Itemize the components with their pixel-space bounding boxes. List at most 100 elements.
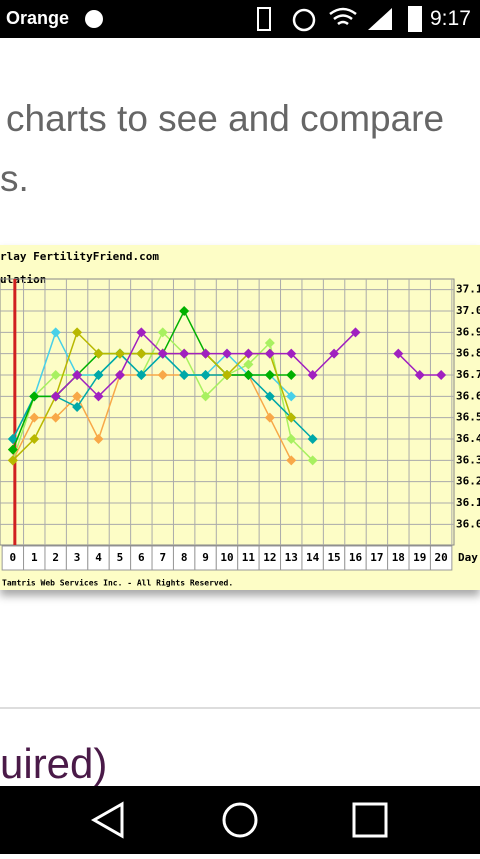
y-tick-label: 36.6 [456, 389, 480, 402]
data-point [243, 359, 254, 370]
data-point [7, 444, 18, 455]
x-tick-label: 18 [392, 551, 405, 564]
data-point [50, 412, 61, 423]
data-point [157, 327, 168, 338]
data-point [157, 348, 168, 359]
y-tick-label: 36.1 [456, 496, 480, 509]
x-tick-label: 16 [349, 551, 363, 564]
data-point [72, 370, 83, 380]
data-point [114, 370, 125, 380]
home-button[interactable] [222, 802, 258, 838]
x-tick-label: 19 [413, 551, 426, 564]
data-point [286, 348, 297, 359]
data-point [50, 370, 61, 380]
article-text: s. [0, 158, 29, 199]
data-point [222, 348, 232, 359]
data-point [179, 348, 190, 359]
data-point [72, 402, 83, 412]
x-tick-label: 4 [95, 551, 102, 564]
data-point [179, 306, 190, 316]
x-tick-label: 1 [31, 551, 38, 564]
wifi-icon [329, 7, 357, 26]
y-tick-label: 36.0 [456, 517, 480, 530]
divider [0, 707, 480, 709]
data-point [307, 434, 318, 444]
data-point [264, 338, 275, 348]
data-point [286, 412, 297, 423]
data-point [243, 370, 254, 380]
x-tick-label: 8 [181, 551, 188, 564]
y-tick-label: 36.9 [456, 325, 480, 338]
x-tick-label: 2 [52, 551, 59, 564]
data-point [29, 434, 40, 444]
data-point [222, 370, 232, 380]
status-bar: Orange 9:17 [0, 0, 480, 38]
data-point [200, 391, 211, 402]
x-tick-label: 7 [159, 551, 166, 564]
series-line [12, 330, 292, 461]
x-tick-label: 17 [370, 551, 383, 564]
y-tick-label: 37.0 [456, 304, 480, 317]
data-point [414, 370, 425, 380]
chart-footer: Tamtris Web Services Inc. - All Rights R… [2, 578, 233, 588]
x-tick-label: 12 [263, 551, 276, 564]
y-tick-label: 37.1 [456, 283, 480, 296]
data-point [136, 327, 147, 338]
chart: rlay FertilityFriend.com ulation Day Tam… [0, 245, 480, 590]
x-tick-label: 0 [10, 551, 17, 564]
data-point [286, 391, 297, 402]
x-axis-label: Day [458, 551, 478, 564]
data-point [264, 412, 275, 423]
x-tick-label: 3 [74, 551, 81, 564]
status-icons [85, 6, 422, 32]
chart-image: rlay FertilityFriend.com ulation Day Tam… [0, 245, 480, 590]
data-point [72, 391, 83, 402]
x-tick-label: 14 [306, 551, 320, 564]
data-point [329, 348, 340, 359]
x-tick-label: 5 [117, 551, 124, 564]
data-point [136, 370, 147, 380]
x-tick-label: 20 [435, 551, 448, 564]
x-tick-label: 13 [285, 551, 298, 564]
data-point [29, 412, 40, 423]
signal-icon [368, 8, 392, 30]
data-point [264, 370, 275, 380]
y-tick-label: 36.4 [456, 432, 480, 445]
app-icon [85, 10, 103, 28]
data-point [93, 434, 104, 444]
nav-icons [90, 801, 388, 839]
data-point [286, 455, 297, 466]
article-text: charts to see and compare [6, 98, 445, 139]
data-point [93, 348, 104, 359]
x-tick-label: 15 [327, 551, 340, 564]
data-point [136, 348, 147, 359]
back-button[interactable] [90, 801, 124, 839]
data-point [350, 327, 361, 338]
data-point [200, 348, 211, 359]
data-point [179, 370, 190, 380]
data-point [264, 391, 275, 402]
data-point [200, 370, 211, 380]
data-point [50, 327, 61, 338]
day-cell [429, 545, 453, 571]
data-point [93, 370, 104, 380]
x-tick-label: 9 [202, 551, 209, 564]
data-point [29, 391, 40, 402]
recents-button[interactable] [352, 802, 388, 838]
clock: 9:17 [430, 7, 471, 30]
alarm-icon [292, 8, 316, 32]
y-tick-label: 36.2 [456, 475, 480, 488]
y-tick-label: 36.7 [456, 368, 480, 381]
carrier: Orange [6, 8, 70, 28]
data-point [307, 370, 318, 380]
y-tick-label: 36.8 [456, 347, 480, 360]
data-point [393, 348, 404, 359]
data-point [307, 455, 318, 466]
y-tick-label: 36.5 [456, 411, 480, 424]
plot-area [0, 278, 455, 546]
data-point [114, 348, 125, 359]
data-point [264, 348, 275, 359]
data-point [7, 455, 18, 466]
